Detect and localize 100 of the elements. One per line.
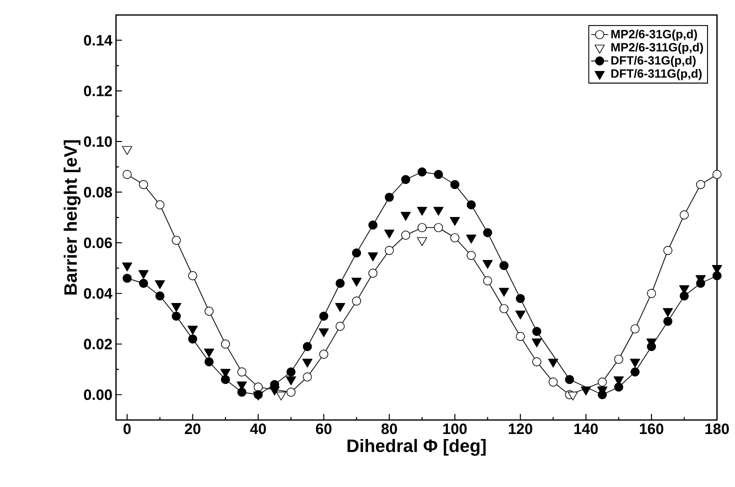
point (352, 248, 362, 258)
point (598, 378, 607, 387)
point (155, 200, 164, 210)
point (155, 291, 164, 300)
point (483, 228, 492, 238)
point (368, 220, 378, 230)
point (532, 326, 542, 336)
y-tick-label: 0.06 (84, 238, 112, 248)
point (204, 357, 214, 366)
x-tick-label: 100 (443, 424, 467, 434)
point (483, 276, 492, 286)
point (450, 216, 460, 226)
point (368, 252, 378, 262)
legend-label: DFT/6-31G(p,d) (611, 56, 696, 67)
legend-label: MP2/6-31G(p,d) (611, 30, 697, 41)
point (122, 262, 132, 272)
point (138, 278, 148, 288)
x-tick-label: 120 (508, 424, 532, 434)
point (172, 236, 181, 245)
point (335, 303, 346, 312)
point (336, 322, 345, 331)
point (499, 261, 509, 270)
point (172, 312, 181, 321)
point (154, 280, 165, 290)
y-tick-label: 0.02 (84, 338, 112, 350)
y-tick-label: 0.14 (84, 35, 112, 46)
point (466, 250, 476, 260)
point (433, 206, 444, 216)
point (434, 170, 443, 179)
point (254, 382, 263, 392)
point (188, 271, 198, 280)
point (680, 210, 689, 220)
point (318, 328, 329, 338)
point (417, 237, 428, 246)
y-tick-label: 0.10 (84, 136, 112, 147)
point (276, 392, 286, 400)
point (466, 200, 476, 210)
point (286, 376, 296, 386)
point (171, 303, 182, 312)
point (138, 270, 149, 279)
y-axis-title: Barrier height [eV] (64, 140, 81, 295)
point (418, 223, 427, 232)
point (319, 312, 328, 321)
point (646, 288, 656, 298)
point (696, 180, 706, 190)
point (663, 316, 672, 326)
point (614, 382, 624, 392)
point (499, 304, 509, 314)
point (565, 374, 574, 384)
x-tick-label: 180 (705, 424, 729, 434)
point (138, 180, 148, 190)
point (270, 386, 280, 396)
y-tick-label: 0.00 (84, 389, 112, 400)
point (516, 294, 525, 304)
point (662, 308, 673, 317)
y-tick-label: 0.12 (84, 86, 112, 96)
x-tick-label: 60 (316, 424, 332, 434)
point (237, 388, 246, 397)
point (286, 367, 296, 376)
x-tick-label: 80 (381, 424, 397, 434)
point (532, 338, 542, 348)
point (302, 342, 312, 352)
point (188, 334, 198, 344)
point (237, 367, 246, 376)
x-tick-label: 160 (640, 424, 664, 434)
point (188, 326, 198, 335)
x-tick-label: 40 (250, 424, 266, 434)
point (401, 230, 410, 240)
point (434, 223, 443, 232)
point (614, 354, 624, 364)
legend-label: MP2/6-311G(p,d) (611, 42, 703, 54)
point (630, 324, 640, 334)
point (516, 332, 525, 341)
point (368, 268, 378, 278)
point (220, 340, 230, 349)
point (630, 358, 640, 368)
point (204, 306, 214, 316)
point (302, 358, 312, 368)
legend-label: DFT/6-311G(p,d) (611, 68, 702, 80)
point (417, 206, 428, 216)
point (712, 271, 722, 280)
point (498, 288, 510, 297)
x-tick-label: 0 (124, 424, 131, 434)
point (286, 388, 296, 397)
point (302, 372, 312, 382)
point (630, 367, 640, 376)
point (568, 392, 578, 400)
point (220, 374, 230, 384)
point (580, 386, 591, 396)
y-tick-label: 0.04 (84, 288, 112, 299)
point (204, 348, 214, 358)
point (482, 260, 493, 269)
point (418, 167, 427, 176)
x-tick-label: 20 (184, 424, 200, 434)
point (122, 170, 132, 179)
point (384, 230, 394, 238)
point (384, 192, 394, 202)
point (336, 278, 345, 288)
point (548, 378, 558, 387)
point (450, 233, 460, 242)
